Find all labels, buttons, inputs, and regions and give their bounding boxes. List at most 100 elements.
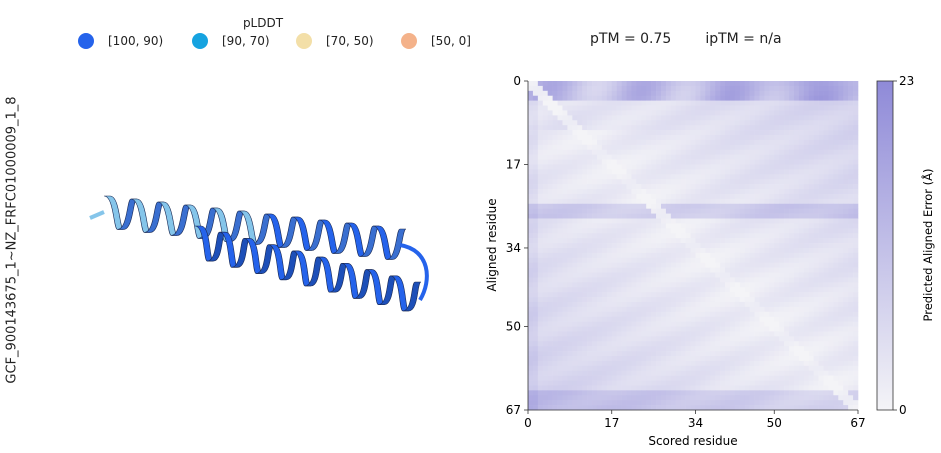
- heatmap-cell: [715, 297, 721, 303]
- heatmap-cell: [537, 262, 544, 268]
- heatmap-cell: [675, 390, 681, 396]
- heatmap-cell: [606, 316, 613, 322]
- heatmap-cell: [789, 380, 795, 386]
- heatmap-cell: [532, 139, 539, 146]
- heatmap-cell: [557, 351, 563, 357]
- heatmap-cell: [542, 85, 549, 92]
- heatmap-cell: [720, 365, 726, 372]
- heatmap-cell: [532, 375, 539, 381]
- heatmap-cell: [601, 395, 608, 401]
- heatmap-cell: [567, 154, 573, 160]
- heatmap-cell: [793, 282, 800, 288]
- heatmap-cell: [818, 301, 824, 308]
- heatmap-cell: [651, 139, 657, 146]
- heatmap-cell: [789, 262, 795, 268]
- heatmap-cell: [606, 331, 613, 337]
- heatmap-cell: [764, 306, 770, 313]
- heatmap-cell: [725, 90, 731, 97]
- heatmap-cell: [715, 395, 721, 401]
- heatmap-cell: [685, 189, 691, 195]
- heatmap-cell: [651, 179, 657, 185]
- heatmap-cell: [577, 110, 583, 116]
- heatmap-cell: [754, 243, 760, 249]
- heatmap-cell: [547, 355, 553, 362]
- heatmap-cell: [552, 247, 558, 254]
- heatmap-cell: [656, 287, 662, 293]
- heatmap-cell: [542, 355, 549, 362]
- heatmap-cell: [833, 247, 839, 254]
- heatmap-cell: [695, 100, 701, 106]
- heatmap-cell: [592, 301, 598, 308]
- heatmap-cell: [739, 90, 746, 97]
- heatmap-cell: [572, 375, 578, 381]
- heatmap-cell: [660, 193, 667, 200]
- heatmap-cell: [793, 400, 800, 406]
- heatmap-cell: [601, 346, 608, 352]
- heatmap-cell: [710, 174, 716, 180]
- heatmap-cell: [843, 326, 849, 332]
- heatmap-cell: [690, 238, 696, 244]
- heatmap-cell: [808, 247, 814, 254]
- heatmap-cell: [803, 375, 810, 381]
- heatmap-cell: [700, 267, 706, 273]
- heatmap-cell: [720, 390, 726, 396]
- heatmap-cell: [611, 105, 617, 111]
- heatmap-cell: [547, 233, 553, 239]
- heatmap-cell: [764, 81, 770, 87]
- heatmap-cell: [734, 135, 741, 141]
- heatmap-cell: [547, 262, 553, 268]
- heatmap-cell: [823, 203, 829, 209]
- heatmap-cell: [798, 198, 805, 205]
- heatmap-cell: [528, 154, 534, 160]
- heatmap-cell: [641, 203, 647, 209]
- heatmap-cell: [547, 238, 553, 244]
- heatmap-cell: [759, 301, 765, 308]
- heatmap-cell: [744, 301, 750, 308]
- heatmap-cell: [606, 189, 613, 195]
- heatmap-cell: [685, 125, 691, 131]
- heatmap-cell: [744, 120, 750, 126]
- heatmap-cell: [749, 257, 755, 263]
- heatmap-cell: [808, 395, 814, 401]
- heatmap-cell: [611, 351, 617, 357]
- heatmap-cell: [769, 233, 775, 239]
- heatmap-cell: [764, 351, 770, 357]
- heatmap-cell: [784, 110, 790, 116]
- heatmap-cell: [774, 203, 780, 209]
- heatmap-cell: [779, 213, 785, 219]
- heatmap-cell: [754, 139, 760, 146]
- heatmap-cell: [690, 193, 696, 200]
- heatmap-cell: [532, 311, 539, 317]
- heatmap-cell: [631, 375, 637, 381]
- heatmap-cell: [853, 115, 859, 121]
- heatmap-cell: [813, 149, 819, 155]
- heatmap-cell: [596, 311, 603, 317]
- heatmap-cell: [848, 297, 854, 303]
- heatmap-cell: [675, 139, 681, 146]
- heatmap-cell: [793, 272, 800, 278]
- heatmap-cell: [764, 390, 770, 396]
- heatmap-cell: [542, 331, 549, 337]
- heatmap-cell: [853, 81, 859, 87]
- heatmap-cell: [528, 100, 534, 106]
- heatmap-cell: [725, 257, 731, 263]
- heatmap-cell: [636, 144, 642, 151]
- heatmap-cell: [779, 346, 785, 352]
- heatmap-cell: [537, 120, 544, 126]
- heatmap-cell: [725, 243, 731, 249]
- heatmap-cell: [720, 282, 726, 288]
- heatmap-cell: [611, 233, 617, 239]
- heatmap-cell: [685, 149, 691, 155]
- heatmap-cell: [665, 139, 672, 146]
- heatmap-cell: [843, 272, 849, 278]
- heatmap-cell: [596, 110, 603, 116]
- heatmap-cell: [734, 306, 741, 313]
- heatmap-cell: [710, 95, 716, 101]
- heatmap-cell: [784, 135, 790, 141]
- heatmap-cell: [651, 385, 657, 391]
- heatmap-cell: [552, 355, 558, 362]
- heatmap-cell: [626, 105, 632, 111]
- heatmap-cell: [532, 100, 539, 106]
- heatmap-cell: [631, 159, 637, 165]
- heatmap-cell: [823, 85, 829, 92]
